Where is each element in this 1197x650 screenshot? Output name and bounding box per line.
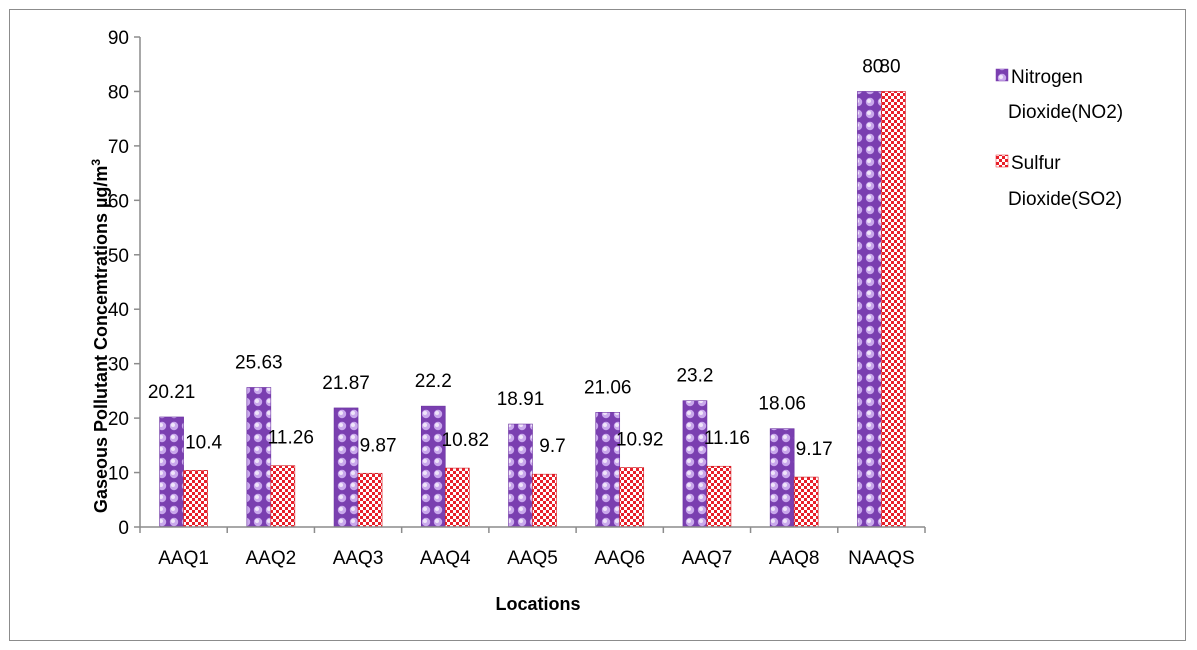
bar-so2 — [357, 472, 383, 528]
x-axis-ticks: AAQ1 AAQ2 AAQ3 AAQ4 AAQ5 AAQ6 AAQ7 AAQ8 NAAQS — [139, 527, 926, 569]
data-label-no2: 21.87 — [322, 373, 370, 394]
bar-so2 — [706, 465, 732, 528]
data-label-no2: 22.2 — [415, 371, 452, 392]
data-label-so2: 9.87 — [360, 435, 397, 456]
x-tick-label: AAQ1 — [158, 548, 209, 569]
data-label-no2: 80 — [862, 56, 883, 77]
data-label-no2: 21.06 — [584, 377, 632, 398]
x-tick-label: AAQ5 — [507, 548, 558, 569]
x-tick-label: AAQ2 — [245, 548, 296, 569]
y-tick-label: 70 — [108, 137, 129, 158]
bar-so2 — [619, 467, 645, 528]
data-label-so2: 11.16 — [704, 428, 750, 449]
bar-no2 — [333, 407, 359, 528]
data-label-no2: 23.2 — [676, 366, 713, 387]
bar-no2 — [682, 400, 708, 528]
x-tick-label: AAQ4 — [420, 548, 471, 569]
bar-no2 — [159, 416, 184, 528]
data-label-so2: 10.4 — [185, 432, 222, 453]
bars — [159, 91, 906, 528]
legend: Nitrogen Dioxide(NO2) Sulfur Dioxide(SO2… — [995, 67, 1123, 210]
x-tick-label: NAAQS — [848, 548, 915, 569]
bar-no2 — [595, 412, 621, 528]
bar-no2 — [857, 91, 882, 528]
bar-no2 — [769, 428, 795, 528]
y-tick-label: 20 — [108, 409, 129, 430]
chart-frame — [9, 9, 1186, 641]
legend-swatch-no2 — [995, 68, 1009, 82]
data-label-so2: 9.17 — [796, 439, 833, 460]
x-axis-title: Locations — [495, 594, 580, 614]
bar-no2 — [246, 387, 272, 528]
data-label-so2: 9.7 — [539, 436, 565, 457]
legend-label-so2-line2: Dioxide(SO2) — [1008, 189, 1122, 210]
data-labels: 20.21 25.63 21.87 22.2 18.91 21.06 23.2 18.06 80… — [148, 56, 901, 460]
y-axis-title-group: Gaseous Pollutant Concemtrations µg/m3 — [89, 159, 111, 513]
legend-label-no2-line2: Dioxide(NO2) — [1008, 102, 1123, 123]
y-tick-label: 0 — [118, 518, 129, 539]
bar-no2 — [420, 405, 446, 528]
y-tick-label: 50 — [108, 246, 129, 267]
y-axis-title-superscript: 3 — [89, 159, 103, 166]
bar-no2 — [508, 423, 533, 528]
y-tick-label: 90 — [108, 28, 129, 49]
bar-so2 — [793, 476, 819, 528]
legend-label-so2-line1: Sulfur — [1011, 153, 1061, 174]
x-tick-label: AAQ8 — [769, 548, 820, 569]
y-tick-label: 10 — [108, 464, 129, 485]
data-label-so2: 80 — [879, 56, 900, 77]
x-tick-label: AAQ3 — [333, 548, 384, 569]
bar-so2 — [532, 473, 557, 528]
data-label-no2: 20.21 — [148, 382, 196, 403]
x-tick-label: AAQ6 — [594, 548, 645, 569]
y-tick-label: 40 — [108, 300, 129, 321]
legend-swatch-so2 — [995, 154, 1009, 168]
bar-so2 — [183, 470, 208, 528]
y-tick-label: 80 — [108, 82, 129, 103]
svg-text:Gaseous Pollutant Concemtratio: Gaseous Pollutant Concemtrations µg/m3 — [89, 159, 111, 513]
y-axis-ticks: 0 10 20 30 40 50 60 70 80 90 — [108, 28, 140, 539]
data-label-no2: 25.63 — [235, 352, 283, 373]
data-label-so2: 10.92 — [616, 430, 664, 451]
data-label-no2: 18.91 — [497, 389, 545, 410]
data-label-no2: 18.06 — [758, 394, 806, 415]
bar-so2 — [444, 467, 470, 528]
data-label-so2: 11.26 — [268, 428, 314, 449]
y-axis-title: Gaseous Pollutant Concemtrations µg/m — [91, 166, 111, 513]
bar-so2 — [270, 465, 296, 528]
data-label-so2: 10.82 — [442, 430, 490, 451]
legend-label-no2-line1: Nitrogen — [1011, 67, 1083, 88]
bar-so2 — [881, 91, 906, 528]
x-tick-label: AAQ7 — [682, 548, 733, 569]
y-tick-label: 30 — [108, 355, 129, 376]
y-tick-label: 60 — [108, 191, 129, 212]
